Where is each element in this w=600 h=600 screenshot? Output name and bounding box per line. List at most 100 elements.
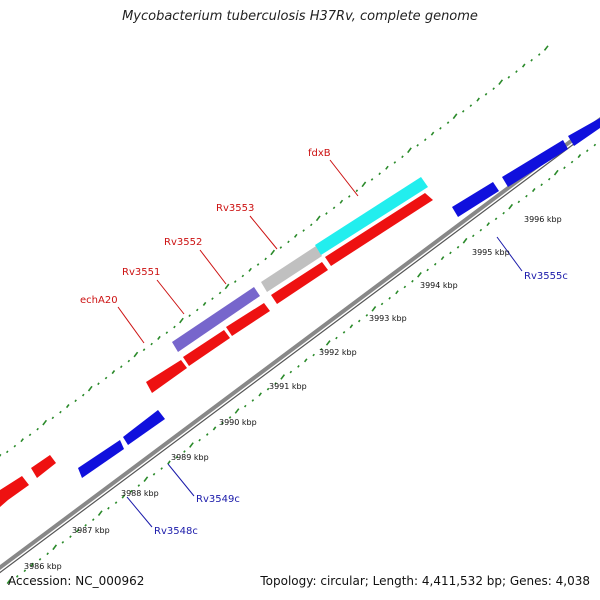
gc-tick — [224, 283, 230, 290]
gc-tick — [256, 263, 260, 266]
gc-tick — [143, 476, 149, 482]
gc-tick — [195, 308, 199, 312]
gc-tick — [585, 149, 589, 153]
gene-label[interactable]: Rv3548c — [154, 526, 198, 537]
gc-tick — [175, 455, 179, 459]
gc-tick — [302, 229, 305, 232]
gc-tick — [81, 393, 85, 397]
gc-tick — [325, 212, 328, 215]
gc-tick — [449, 251, 452, 255]
gc-tick — [137, 484, 141, 487]
gc-tick — [97, 382, 100, 386]
gc-tick — [297, 365, 300, 368]
gene-label[interactable]: echA20 — [80, 295, 118, 306]
gc-tick — [335, 336, 338, 340]
gc-tick — [593, 143, 597, 147]
gc-tick — [127, 359, 131, 363]
scale-tick-label: 3993 kbp — [369, 314, 407, 323]
gc-tick — [129, 489, 133, 493]
gene-forward[interactable] — [271, 262, 328, 304]
gc-tick — [371, 306, 377, 312]
gene-Rv3552[interactable] — [261, 246, 322, 292]
gene-label[interactable]: Rv3549c — [196, 494, 240, 505]
gc-tick — [498, 79, 504, 85]
gc-tick — [309, 223, 313, 227]
gc-tick — [469, 104, 473, 107]
gc-tick — [479, 228, 483, 232]
gc-tick — [198, 438, 201, 442]
gc-tick — [537, 53, 541, 56]
gene-fdxB[interactable] — [315, 177, 428, 255]
gc-tick — [407, 147, 412, 154]
gc-tick — [547, 177, 551, 181]
gene-forward[interactable] — [226, 303, 270, 336]
gc-tick — [312, 353, 315, 357]
gc-tick — [393, 161, 397, 164]
gc-tick — [349, 324, 354, 329]
gc-tick — [133, 351, 139, 358]
gc-tick — [430, 131, 435, 136]
gene-forward[interactable] — [183, 330, 230, 366]
gc-tick — [61, 541, 65, 544]
gc-tick — [5, 450, 9, 454]
gc-tick — [417, 272, 422, 278]
gene-echA20[interactable] — [172, 287, 260, 352]
gc-tick — [315, 215, 321, 222]
genome-backbone — [0, 116, 600, 574]
gc-tick — [211, 297, 214, 300]
gc-tick — [515, 70, 518, 73]
gc-tick — [84, 524, 87, 527]
gc-tick — [13, 444, 17, 448]
gc-tick — [75, 528, 80, 533]
gene-forward[interactable] — [0, 476, 29, 507]
gc-tick — [570, 160, 574, 164]
scale-tick-label: 3988 kbp — [121, 489, 159, 498]
gc-tick — [28, 433, 32, 437]
gc-tick — [446, 121, 450, 124]
gene-label[interactable]: Rv3555c — [524, 271, 568, 282]
scale-tick-label: 3995 kbp — [472, 248, 510, 257]
gc-tick — [87, 385, 93, 392]
gc-tick — [461, 110, 465, 113]
gene-label[interactable]: fdxB — [308, 148, 331, 159]
gc-tick — [212, 426, 217, 431]
gene-label[interactable]: Rv3553 — [216, 203, 254, 214]
gene-reverse[interactable] — [78, 440, 124, 478]
gc-tick — [52, 544, 58, 551]
gc-tick — [476, 97, 480, 102]
gene-forward[interactable] — [146, 360, 187, 393]
scale-tick-label: 3991 kbp — [269, 382, 307, 391]
gc-tick — [46, 552, 49, 556]
gc-tick — [361, 181, 367, 188]
label-connectors — [117, 159, 523, 528]
gc-tick — [287, 240, 290, 244]
gc-tick — [494, 217, 498, 221]
gc-tick — [38, 558, 42, 561]
gc-tick — [179, 317, 184, 324]
gene-label[interactable]: Rv3551 — [122, 267, 160, 278]
gc-tick — [293, 233, 298, 238]
gc-tick — [6, 578, 12, 585]
gc-tick — [502, 211, 505, 215]
gc-tick — [347, 195, 351, 198]
accession-label: Accession: NC_000962 — [8, 574, 145, 588]
reverse-gene-labels: Rv3548c Rv3549c Rv3555c — [154, 271, 568, 537]
gc-tick — [42, 419, 48, 426]
gene-reverse[interactable] — [568, 118, 600, 146]
gene-label[interactable]: Rv3552 — [164, 237, 202, 248]
gc-tick — [0, 453, 2, 457]
gene-reverse[interactable] — [502, 140, 568, 187]
gene-reverse[interactable] — [123, 410, 165, 445]
gc-tick — [15, 575, 19, 578]
gene-forward[interactable] — [325, 193, 433, 266]
gc-tick — [23, 569, 27, 573]
gc-tick — [20, 438, 24, 443]
gene-reverse[interactable] — [452, 182, 499, 217]
gc-tick — [30, 562, 34, 567]
forward-strand-genes — [0, 193, 433, 507]
gc-tick — [264, 257, 267, 261]
gc-tick — [258, 392, 262, 397]
gene-forward[interactable] — [31, 455, 56, 478]
gc-tick — [234, 408, 240, 414]
